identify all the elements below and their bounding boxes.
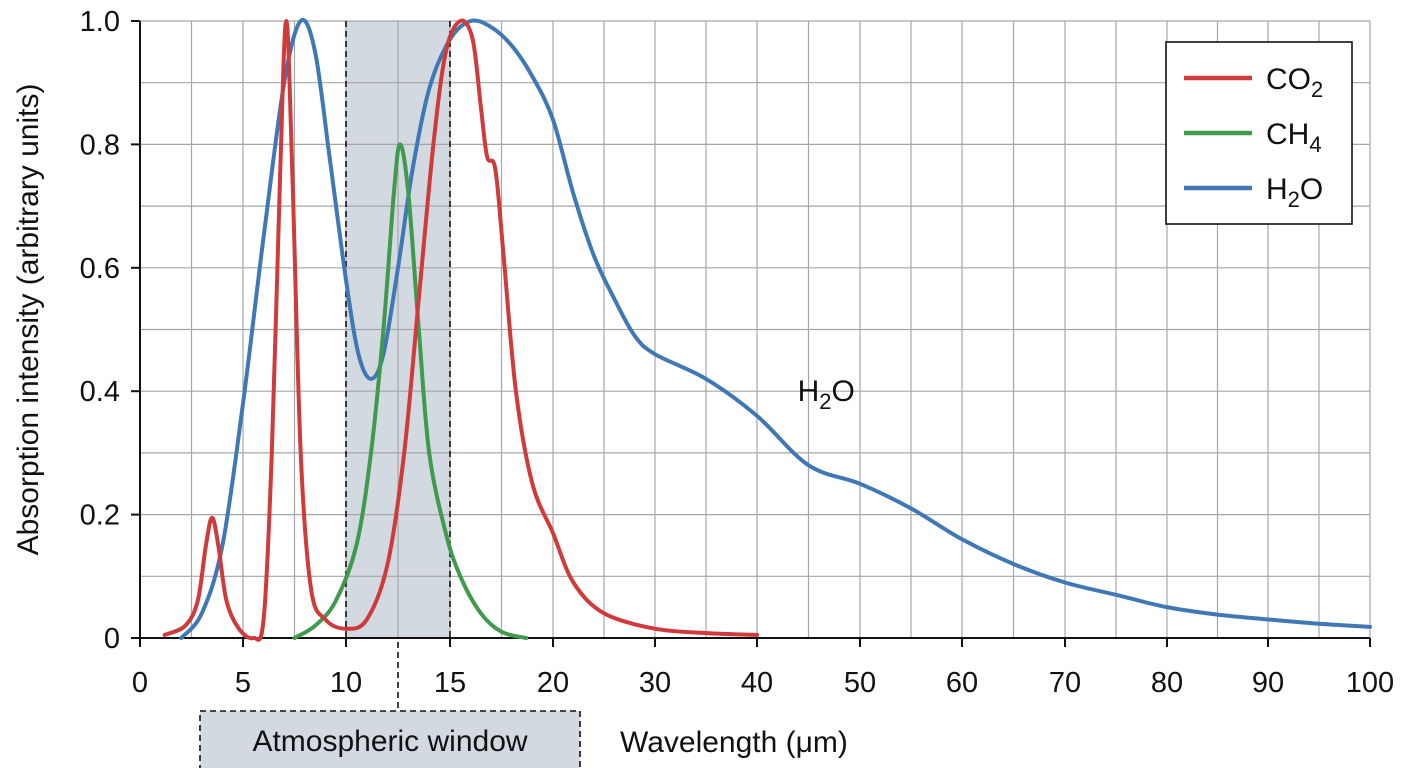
legend-label-h2o: H2O [1266, 173, 1323, 212]
x-tick-label: 90 [1252, 667, 1284, 699]
series-line-h2o [179, 17, 1372, 640]
x-axis-title: Wavelength (μm) [620, 726, 848, 759]
x-tick-label: 15 [434, 667, 466, 699]
x-tick-label: 5 [235, 667, 251, 699]
x-tick-label: 0 [132, 667, 148, 699]
x-tick-label: 10 [330, 667, 362, 699]
y-tick-label: 0.4 [80, 376, 120, 408]
x-tick-label: 80 [1151, 667, 1183, 699]
legend-label-ch4: CH4 [1266, 118, 1322, 157]
h2o-curve-annotation: H2O [798, 375, 855, 414]
series-line-ch4 [292, 142, 529, 640]
x-tick-label: 20 [537, 667, 569, 699]
x-tick-label: 30 [639, 667, 671, 699]
y-tick-label: 0 [104, 623, 120, 655]
x-tick-label: 40 [741, 667, 773, 699]
y-tick-label: 0.8 [80, 129, 120, 161]
y-tick-label: 0.2 [80, 500, 120, 532]
y-axis-title: Absorption intensity (arbitrary units) [12, 84, 45, 556]
x-tick-label: 50 [844, 667, 876, 699]
x-tick-label: 100 [1346, 667, 1394, 699]
legend-label-co2: CO2 [1266, 63, 1323, 102]
legend: CO2 CH4 H2O [1165, 41, 1353, 225]
series-line-co2 [162, 18, 759, 642]
atmospheric-window-label: Atmospheric window [252, 725, 527, 758]
window-label-box [199, 710, 581, 768]
y-tick-label: 1.0 [80, 6, 120, 38]
y-tick-label: 0.6 [80, 253, 120, 285]
x-tick-label: 60 [946, 667, 978, 699]
x-tick-label: 70 [1049, 667, 1081, 699]
